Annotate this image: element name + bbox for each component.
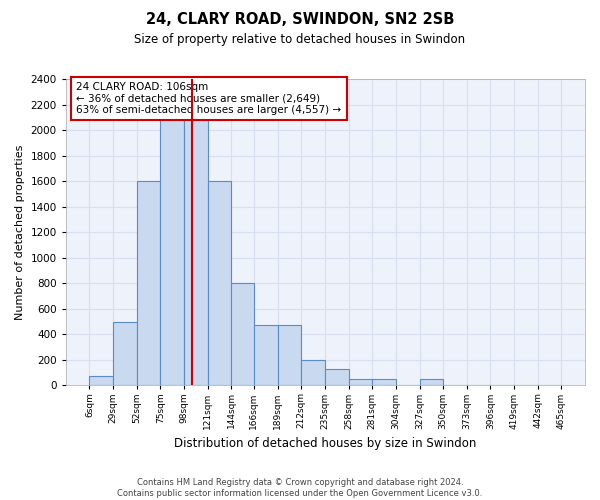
Bar xyxy=(89,376,113,386)
Bar xyxy=(232,283,254,386)
Bar xyxy=(208,181,232,386)
Bar xyxy=(184,88,208,386)
X-axis label: Distribution of detached houses by size in Swindon: Distribution of detached houses by size … xyxy=(174,437,476,450)
Bar xyxy=(372,379,396,386)
Y-axis label: Number of detached properties: Number of detached properties xyxy=(15,144,25,320)
Text: Contains HM Land Registry data © Crown copyright and database right 2024.
Contai: Contains HM Land Registry data © Crown c… xyxy=(118,478,482,498)
Bar xyxy=(419,379,443,386)
Bar xyxy=(160,92,184,386)
Text: Size of property relative to detached houses in Swindon: Size of property relative to detached ho… xyxy=(134,32,466,46)
Bar xyxy=(349,379,372,386)
Text: 24 CLARY ROAD: 106sqm
← 36% of detached houses are smaller (2,649)
63% of semi-d: 24 CLARY ROAD: 106sqm ← 36% of detached … xyxy=(76,82,341,116)
Bar xyxy=(137,181,160,386)
Bar xyxy=(278,324,301,386)
Text: 24, CLARY ROAD, SWINDON, SN2 2SB: 24, CLARY ROAD, SWINDON, SN2 2SB xyxy=(146,12,454,28)
Bar xyxy=(254,324,278,386)
Bar xyxy=(113,322,137,386)
Bar xyxy=(325,370,349,386)
Bar xyxy=(301,360,325,386)
